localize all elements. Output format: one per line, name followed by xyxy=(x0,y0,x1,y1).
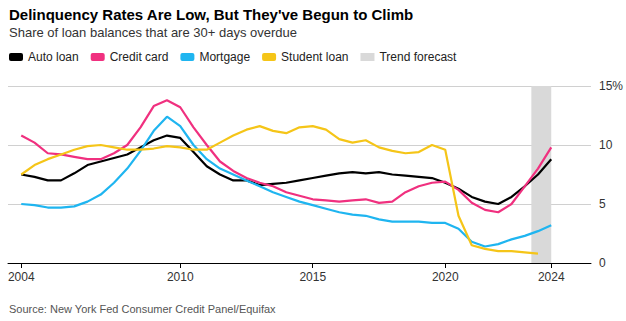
svg-text:0: 0 xyxy=(599,256,606,270)
svg-text:Credit card: Credit card xyxy=(110,50,169,64)
svg-text:2010: 2010 xyxy=(167,270,194,284)
svg-text:Share of loan balances that ar: Share of loan balances that are 30+ days… xyxy=(9,25,297,40)
svg-text:2015: 2015 xyxy=(299,270,326,284)
svg-text:2004: 2004 xyxy=(8,270,35,284)
svg-text:Delinquency Rates Are Low, But: Delinquency Rates Are Low, But They've B… xyxy=(9,6,413,23)
svg-text:2024: 2024 xyxy=(538,270,565,284)
svg-text:5: 5 xyxy=(599,197,606,211)
svg-text:Trend forecast: Trend forecast xyxy=(379,50,457,64)
svg-text:Student loan: Student loan xyxy=(281,50,348,64)
svg-text:10: 10 xyxy=(599,138,613,152)
svg-text:15%: 15% xyxy=(599,79,623,93)
svg-text:Mortgage: Mortgage xyxy=(199,50,250,64)
svg-text:Auto loan: Auto loan xyxy=(28,50,79,64)
svg-text:Source: New York Fed Consumer: Source: New York Fed Consumer Credit Pan… xyxy=(9,303,276,315)
svg-text:2020: 2020 xyxy=(432,270,459,284)
